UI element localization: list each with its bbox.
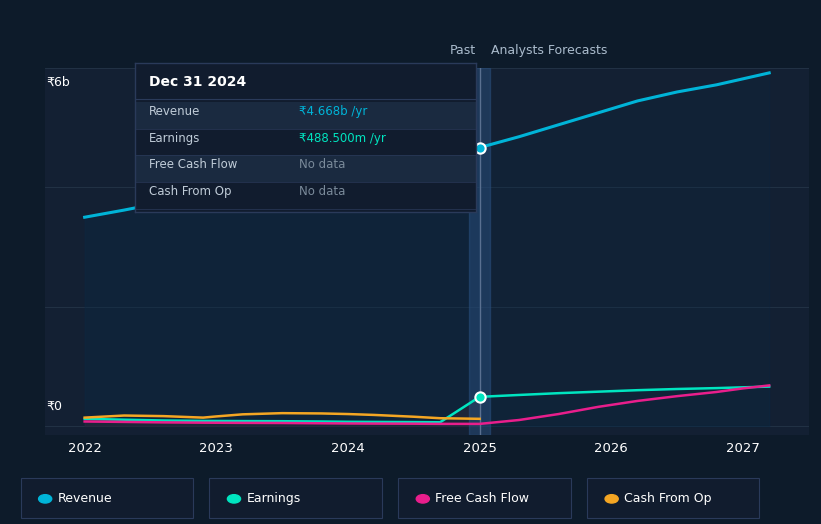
Bar — [135, 182, 476, 209]
Bar — [135, 156, 476, 182]
Text: Analysts Forecasts: Analysts Forecasts — [491, 44, 608, 57]
Text: No data: No data — [299, 185, 346, 199]
Text: Earnings: Earnings — [246, 493, 300, 505]
Text: Cash From Op: Cash From Op — [149, 185, 232, 199]
Text: Revenue: Revenue — [149, 105, 200, 118]
Text: ₹4.668b /yr: ₹4.668b /yr — [299, 105, 367, 118]
Text: Cash From Op: Cash From Op — [624, 493, 712, 505]
Point — [473, 144, 486, 152]
Bar — [135, 102, 476, 128]
Bar — [135, 128, 476, 156]
Text: ₹0: ₹0 — [47, 400, 62, 413]
Text: Past: Past — [450, 44, 475, 57]
Text: No data: No data — [299, 158, 346, 171]
Text: Free Cash Flow: Free Cash Flow — [149, 158, 237, 171]
Text: Free Cash Flow: Free Cash Flow — [435, 493, 529, 505]
Text: Revenue: Revenue — [57, 493, 112, 505]
Text: Earnings: Earnings — [149, 132, 200, 145]
Text: Dec 31 2024: Dec 31 2024 — [149, 75, 246, 89]
Point — [473, 392, 486, 401]
Text: ₹6b: ₹6b — [47, 75, 71, 89]
Text: ₹488.500m /yr: ₹488.500m /yr — [299, 132, 386, 145]
Bar — [469, 68, 490, 435]
